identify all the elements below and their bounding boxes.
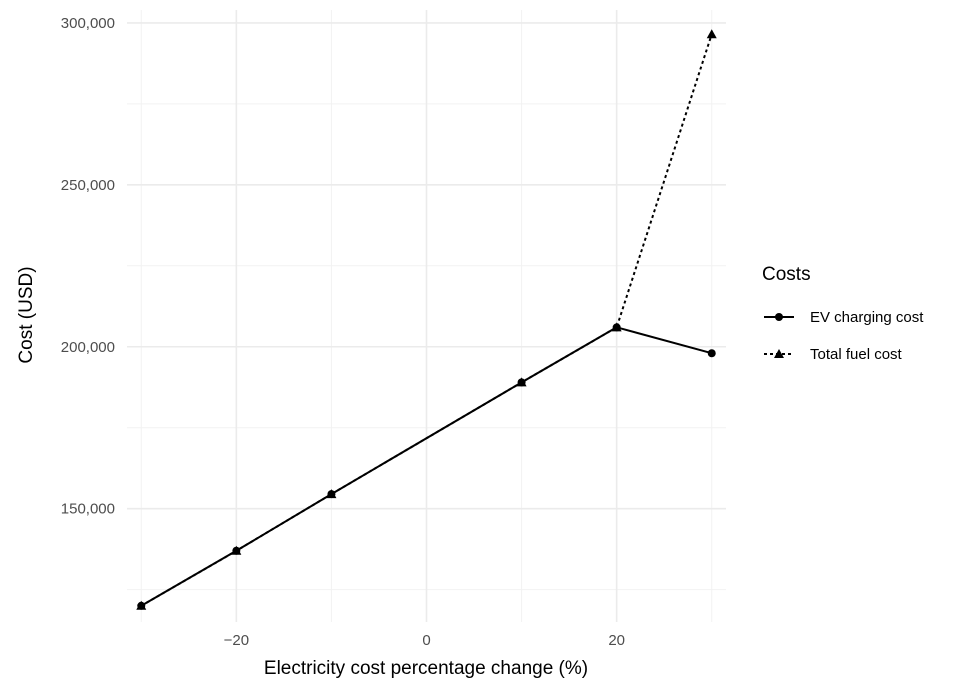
y-axis-tick-labels: 150,000 200,000 250,000 300,000 [61, 15, 115, 518]
legend-title: Costs [762, 264, 811, 285]
series-lines [140, 33, 713, 607]
y-tick-label: 300,000 [61, 15, 115, 32]
major-gridlines [127, 10, 726, 622]
legend-item-total-fuel-cost: Total fuel cost [764, 346, 903, 363]
series-markers [136, 29, 717, 610]
x-tick-label: 20 [608, 632, 625, 649]
x-axis-tick-labels: −20 0 20 [224, 632, 625, 649]
legend-key-marker-ev-charging-cost [775, 313, 783, 321]
data-point-total-fuel-cost [326, 489, 337, 499]
x-tick-label: −20 [224, 632, 249, 649]
legend-item-ev-charging-cost: EV charging cost [764, 309, 924, 326]
legend: Costs EV charging cost Total fuel cost [762, 264, 924, 363]
series-line-ev-charging-cost [140, 326, 712, 607]
legend-label-ev-charging-cost: EV charging cost [810, 309, 924, 326]
y-tick-label: 200,000 [61, 339, 115, 356]
x-axis-title: Electricity cost percentage change (%) [264, 658, 588, 679]
data-point-total-fuel-cost [136, 600, 147, 610]
y-axis-title: Cost (USD) [16, 266, 37, 363]
legend-label-total-fuel-cost: Total fuel cost [810, 346, 903, 363]
x-tick-label: 0 [422, 632, 430, 649]
data-point-ev-charging-cost [707, 349, 716, 358]
data-point-total-fuel-cost [611, 322, 622, 332]
data-point-total-fuel-cost [231, 545, 242, 555]
y-tick-label: 250,000 [61, 177, 115, 194]
legend-key-marker-total-fuel-cost [774, 349, 784, 358]
data-point-total-fuel-cost [706, 29, 717, 39]
data-point-total-fuel-cost [516, 377, 527, 387]
y-tick-label: 150,000 [61, 501, 115, 518]
